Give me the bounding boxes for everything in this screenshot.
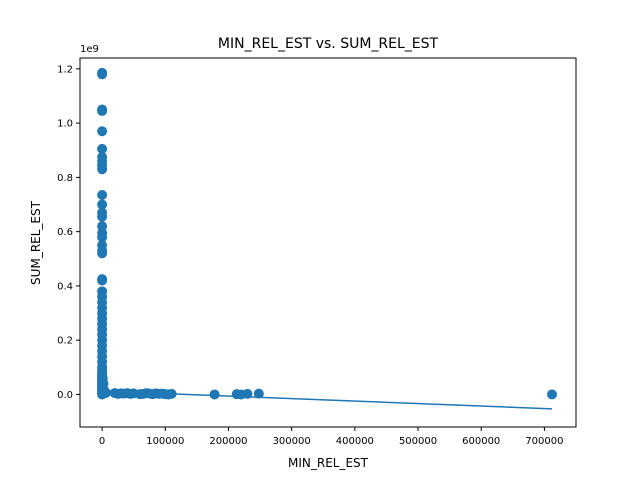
data-point <box>97 275 108 286</box>
x-axis: 0 100000 200000 300000 400000 500000 600000 700… <box>99 427 564 447</box>
data-point <box>97 232 108 243</box>
data-point <box>97 143 108 154</box>
y-axis: 0.0 0.2 0.4 0.6 0.8 1.0 1.2 <box>57 64 80 401</box>
data-point <box>97 248 108 259</box>
x-tick-label: 300000 <box>273 436 311 447</box>
y-tick-label: 0.0 <box>57 390 73 401</box>
x-tick-label: 400000 <box>336 436 374 447</box>
data-point <box>546 389 557 400</box>
y-axis-label: SUM_REL_EST <box>29 200 43 285</box>
data-point <box>97 190 108 201</box>
x-tick-label: 500000 <box>399 436 437 447</box>
x-axis-label: MIN_REL_EST <box>288 456 369 470</box>
x-tick-label: 600000 <box>462 436 500 447</box>
y-tick-label: 0.2 <box>57 336 73 347</box>
data-point <box>97 126 108 137</box>
fit-line-layer <box>102 390 553 410</box>
data-point <box>98 378 109 389</box>
y-tick-label: 0.8 <box>57 173 73 184</box>
data-point <box>97 164 108 175</box>
x-tick-label: 200000 <box>209 436 247 447</box>
y-tick-label: 0.4 <box>57 281 73 292</box>
y-tick-label: 1.2 <box>57 64 73 75</box>
data-point <box>209 389 220 400</box>
data-point <box>253 388 264 399</box>
data-point <box>97 69 108 80</box>
plot-points <box>97 67 557 400</box>
data-point <box>97 105 108 116</box>
y-tick-label: 0.6 <box>57 227 73 238</box>
data-point <box>100 387 111 398</box>
data-point <box>97 211 108 222</box>
plot-frame <box>79 57 577 428</box>
chart-title: MIN_REL_EST vs. SUM_REL_EST <box>218 36 439 52</box>
y-tick-label: 1.0 <box>57 119 73 130</box>
x-tick-label: 700000 <box>525 436 563 447</box>
x-tick-label: 100000 <box>146 436 184 447</box>
fit-line <box>102 390 553 410</box>
x-tick-label: 0 <box>99 436 105 447</box>
y-offset-label: 1e9 <box>80 44 99 55</box>
data-point <box>97 199 108 210</box>
